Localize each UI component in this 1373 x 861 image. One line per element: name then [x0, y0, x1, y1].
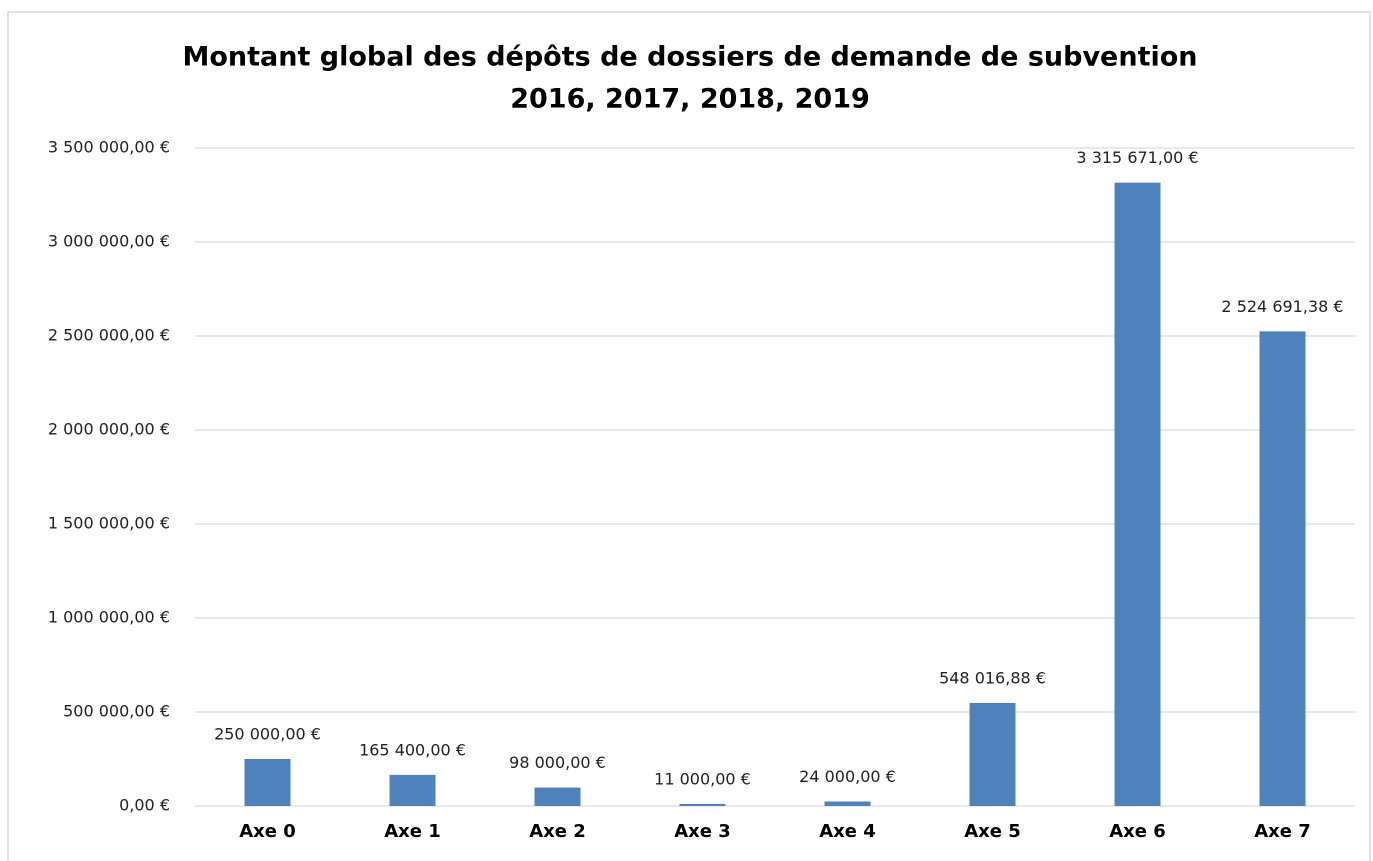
- value-label: 250 000,00 €: [214, 725, 321, 744]
- chart-title: Montant global des dépôts de dossiers de…: [182, 42, 1197, 73]
- value-label: 3 315 671,00 €: [1076, 148, 1198, 167]
- chart-border: [7, 11, 1371, 861]
- x-tick-label: Axe 5: [964, 821, 1021, 842]
- value-label: 165 400,00 €: [359, 740, 466, 759]
- bar: [534, 787, 581, 806]
- x-tick-label: Axe 1: [384, 821, 441, 842]
- x-tick-label: Axe 3: [674, 821, 731, 842]
- x-tick-label: Axe 7: [1254, 821, 1311, 842]
- bar: [824, 801, 871, 806]
- x-tick-label: Axe 2: [529, 821, 586, 842]
- y-tick-label: 2 000 000,00 €: [48, 420, 170, 439]
- value-label: 98 000,00 €: [509, 753, 606, 772]
- y-tick-label: 1 500 000,00 €: [48, 514, 170, 533]
- chart-subtitle: 2016, 2017, 2018, 2019: [510, 84, 870, 115]
- y-tick-label: 0,00 €: [119, 796, 170, 815]
- value-label: 11 000,00 €: [654, 769, 751, 788]
- x-tick-label: Axe 6: [1109, 821, 1166, 842]
- value-label: 2 524 691,38 €: [1221, 297, 1343, 316]
- bar: [1114, 182, 1161, 806]
- y-tick-label: 1 000 000,00 €: [48, 608, 170, 627]
- bar: [244, 759, 291, 806]
- bar: [969, 702, 1016, 806]
- x-tick-label: Axe 0: [239, 821, 296, 842]
- y-tick-label: 500 000,00 €: [63, 702, 170, 721]
- x-tick-label: Axe 4: [819, 821, 876, 842]
- value-label: 24 000,00 €: [799, 767, 896, 786]
- bar: [389, 774, 436, 806]
- y-tick-label: 2 500 000,00 €: [48, 326, 170, 345]
- bar: [679, 803, 726, 806]
- bar: [1259, 331, 1306, 806]
- y-tick-label: 3 500 000,00 €: [48, 138, 170, 157]
- value-label: 548 016,88 €: [939, 668, 1046, 687]
- y-tick-label: 3 000 000,00 €: [48, 232, 170, 251]
